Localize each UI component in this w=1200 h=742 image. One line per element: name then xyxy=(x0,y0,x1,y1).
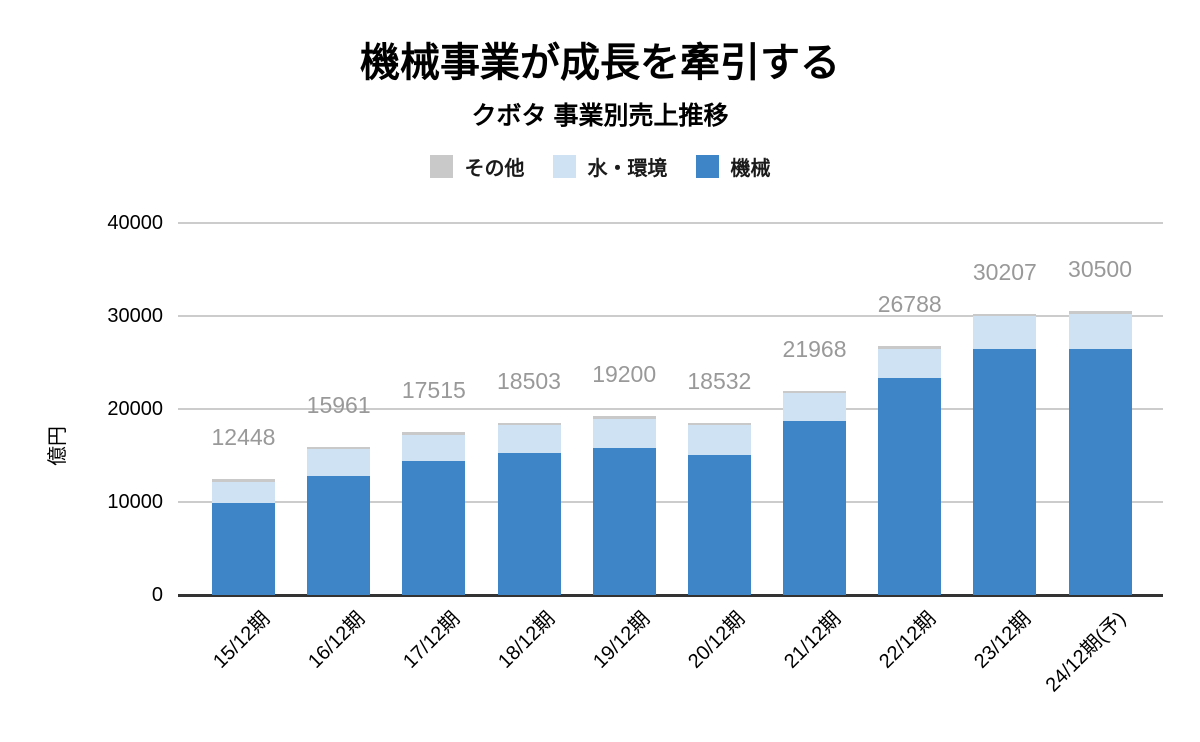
y-tick-label: 40000 xyxy=(107,212,163,234)
bar-segment-water-environment xyxy=(402,435,466,462)
bar-segment-other xyxy=(307,446,371,450)
bar-segment-other xyxy=(402,432,466,436)
y-tick-label: 0 xyxy=(151,584,163,606)
gridline xyxy=(178,222,1163,224)
gridline xyxy=(178,315,1163,317)
bar-total-label: 12448 xyxy=(211,424,276,451)
legend: その他 水・環境 機械 xyxy=(0,152,1200,181)
bar-segment-other xyxy=(687,422,751,426)
y-axis-title: 億円 xyxy=(47,426,69,466)
y-tick-label: 10000 xyxy=(107,491,163,513)
y-tick-label: 30000 xyxy=(107,305,163,327)
bar-segment-water-environment xyxy=(212,481,275,503)
bar-segment-machinery xyxy=(307,475,371,595)
page-title: 機械事業が成長を牽引する xyxy=(360,41,840,85)
legend-swatch-water-environment xyxy=(552,155,576,178)
bar-total-label: 18503 xyxy=(497,367,561,394)
gridline xyxy=(178,501,1163,503)
bar-segment-water-environment xyxy=(497,425,561,453)
bar-segment-water-environment xyxy=(592,419,656,448)
bar-total-label: 30500 xyxy=(1068,256,1132,283)
legend-label: その他 xyxy=(464,158,525,180)
gridline xyxy=(178,408,1163,410)
x-axis-line xyxy=(178,593,1163,597)
bar-total-label: 30207 xyxy=(972,259,1037,286)
bar-total-label: 26788 xyxy=(877,290,942,317)
bar-segment-machinery xyxy=(212,502,275,595)
bar-segment-machinery xyxy=(497,452,561,595)
bar-total-label: 17515 xyxy=(401,377,466,404)
legend-item-other: その他 xyxy=(429,152,525,181)
bar-segment-other xyxy=(497,422,561,426)
legend-swatch-other xyxy=(429,155,453,178)
bar-segment-water-environment xyxy=(307,449,371,476)
bar-segment-machinery xyxy=(1068,349,1132,595)
bar-segment-machinery xyxy=(402,461,466,595)
bar-segment-machinery xyxy=(592,447,656,595)
bar-total-label: 15961 xyxy=(306,391,371,418)
bar-segment-machinery xyxy=(687,454,751,595)
bar-segment-machinery xyxy=(878,378,942,595)
bar-segment-machinery xyxy=(973,348,1037,595)
bar-segment-water-environment xyxy=(878,348,942,379)
bar-segment-other xyxy=(783,390,847,394)
bar-segment-water-environment xyxy=(973,316,1037,349)
bar-segment-other xyxy=(212,479,275,482)
bar-segment-machinery xyxy=(783,420,847,595)
bar-segment-other xyxy=(973,314,1037,317)
bar-total-label: 18532 xyxy=(687,367,752,394)
legend-swatch-machinery xyxy=(695,155,719,178)
legend-item-machinery: 機械 xyxy=(695,152,771,181)
bar-segment-water-environment xyxy=(783,393,847,421)
bar-total-label: 19200 xyxy=(592,361,657,388)
legend-item-water-environment: 水・環境 xyxy=(552,152,668,181)
bar-segment-other xyxy=(592,416,656,420)
legend-label: 水・環境 xyxy=(587,158,668,180)
bar-segment-other xyxy=(1068,311,1132,315)
bar-segment-other xyxy=(878,345,942,349)
legend-label: 機械 xyxy=(730,158,771,180)
bar-total-label: 21968 xyxy=(782,335,847,362)
bar-segment-water-environment xyxy=(1068,314,1132,350)
bar-segment-water-environment xyxy=(687,425,751,455)
y-tick-label: 20000 xyxy=(107,398,163,420)
chart-subtitle: クボタ 事業別売上推移 xyxy=(471,102,729,130)
